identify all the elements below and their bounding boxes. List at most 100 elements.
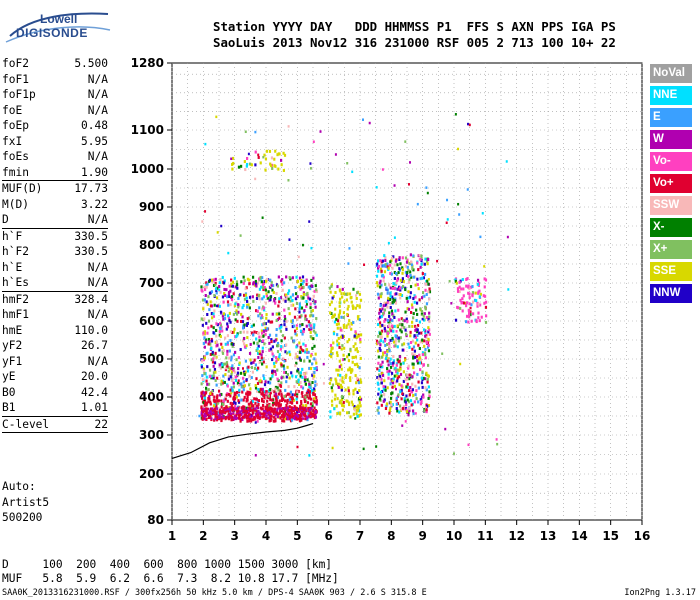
echo-point [303,397,306,401]
echo-point [358,366,361,370]
echo-point [280,323,283,327]
echo-point [309,314,312,318]
echo-point [479,235,482,239]
echo-point [380,262,383,266]
echo-point [222,374,225,378]
echo-point [296,417,300,421]
echo-point [263,383,267,387]
echo-point [256,406,259,410]
echo-point [221,346,224,350]
param-name: foF1 [2,72,29,86]
y-tick-label: 300 [139,428,164,442]
echo-point [272,354,275,358]
echo-point [396,368,399,372]
echo-point [216,399,219,403]
echo-point [281,288,284,292]
echo-point [254,407,257,410]
echo-point [427,290,430,294]
echo-point [406,373,409,377]
echo-point [230,355,233,359]
echo-point [346,399,349,403]
echo-point [377,392,380,396]
echo-point [226,325,229,329]
echo-point [216,407,219,411]
echo-point [294,332,297,336]
echo-point [300,417,303,421]
param-row: foEp 0.48 [2,118,108,134]
echo-point [216,231,219,234]
echo-point [268,419,271,423]
echo-point [251,418,254,422]
echo-point [214,287,218,291]
scaled-parameters-panel: foF2 5.500 foF1 N/A foF1p N/A foE N/A foEp 0.48 fx… [2,56,108,433]
param-name: hmE [2,323,23,337]
echo-point [391,381,395,385]
echo-point [295,380,298,384]
echo-point [496,442,499,446]
echo-point [461,297,464,301]
echo-point [379,348,382,352]
echo-point [288,276,291,280]
echo-point [237,393,240,397]
echo-point [377,296,380,300]
x-tick-label: 15 [602,529,619,543]
echo-point [274,338,277,342]
echo-point [243,336,246,340]
echo-point [387,372,390,376]
echo-point [339,328,342,332]
echo-point [226,300,230,304]
echo-point [412,355,415,359]
echo-point [264,417,267,420]
echo-point [213,315,216,318]
echo-point [257,355,260,359]
echo-point [230,404,233,408]
echo-point [422,314,425,318]
echo-point [393,271,396,275]
echo-point [377,259,380,263]
echo-point [392,340,396,344]
echo-point [304,350,307,354]
echo-point [313,344,316,348]
echo-point [377,377,380,381]
echo-point [258,287,262,291]
echo-point [203,298,206,302]
echo-point [403,326,406,330]
echo-point [288,414,291,418]
echo-point [394,366,397,370]
echo-point [354,387,357,391]
echo-point [349,376,352,380]
echo-point [414,324,417,328]
echo-point [246,330,249,334]
echo-point [300,306,304,310]
echo-point [458,280,461,284]
echo-point [467,122,470,126]
echo-point [219,415,222,419]
echo-point [477,291,480,295]
echo-point [400,384,403,388]
echo-point [467,285,470,289]
echo-point [335,381,338,385]
echo-point [255,284,258,288]
echo-point [393,276,396,280]
echo-point [308,359,311,363]
echo-point [224,397,227,401]
echo-point [291,293,295,297]
echo-point [208,291,212,295]
echo-point [379,374,382,378]
echo-point [359,337,362,341]
echo-point [415,355,419,359]
echo-point [239,330,242,334]
echo-point [212,411,215,414]
echo-point [234,407,237,411]
echo-point [421,351,425,355]
echo-point [299,345,302,349]
echo-point [418,320,422,324]
echo-point [288,312,291,316]
echo-point [224,373,227,377]
echo-point [303,309,306,313]
echo-point [395,373,398,377]
echo-point [336,397,339,401]
echo-point [248,278,251,282]
echo-point [260,399,264,403]
echo-point [460,287,463,291]
